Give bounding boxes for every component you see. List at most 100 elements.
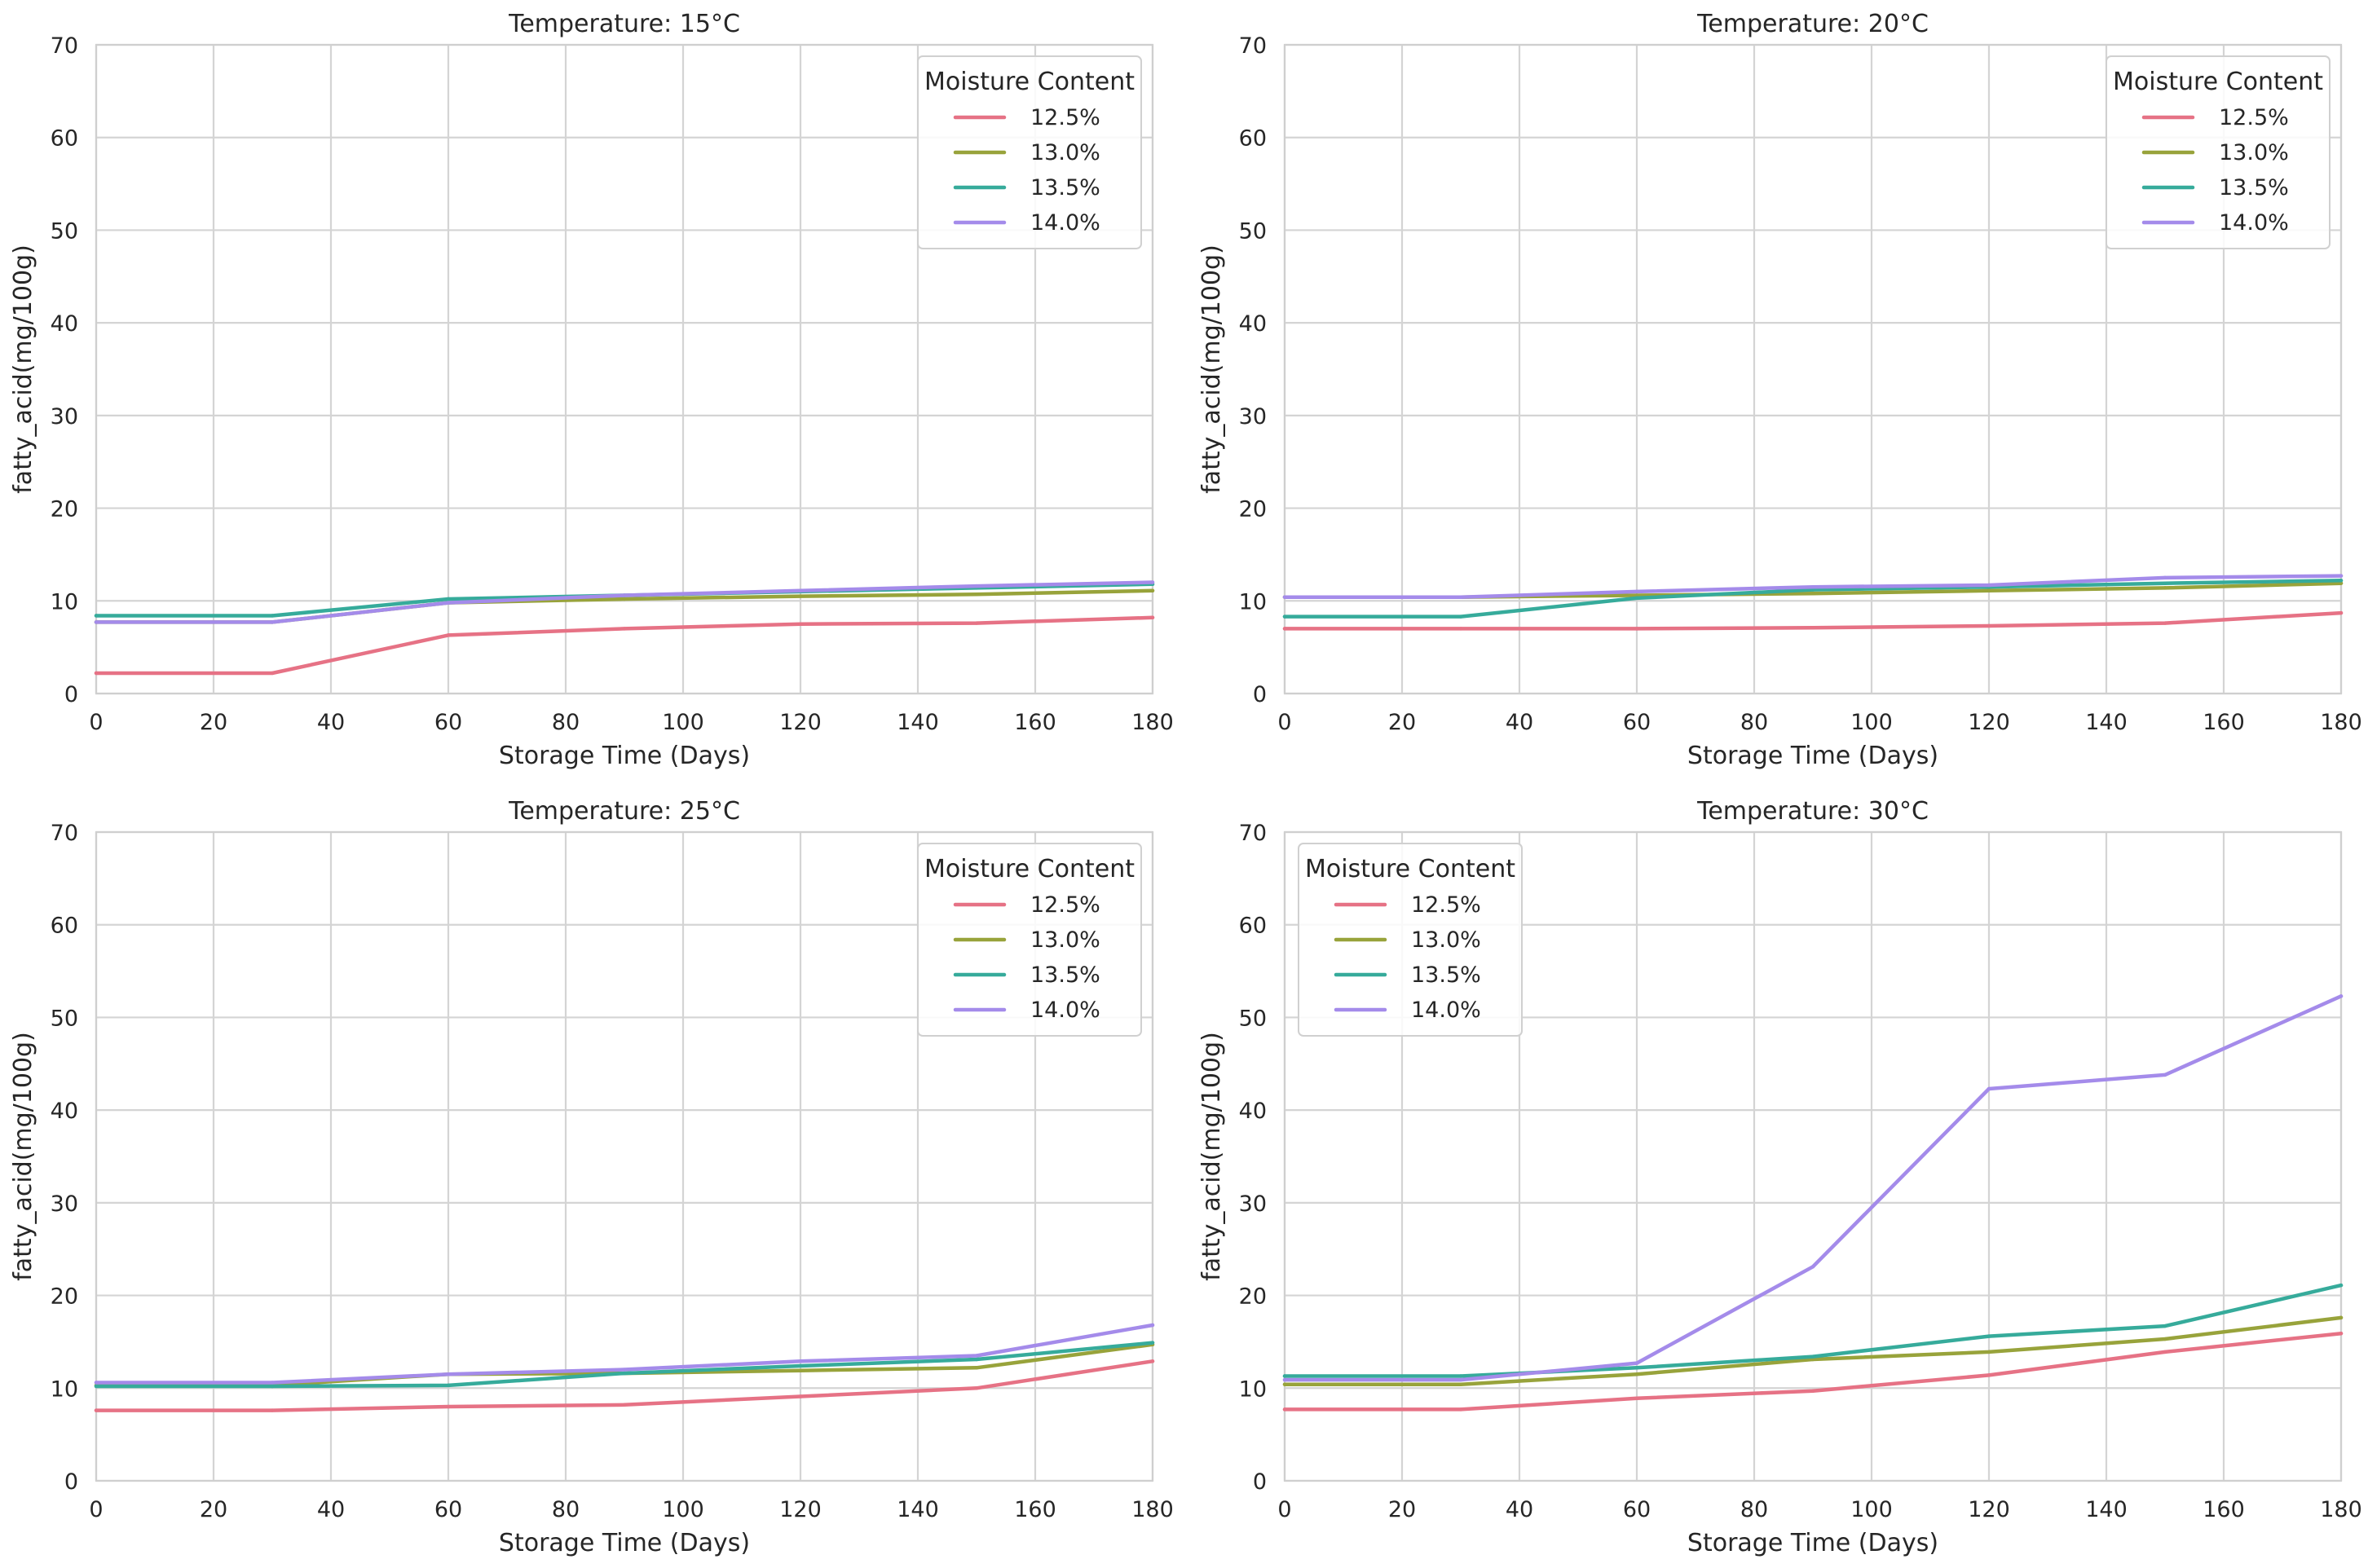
data-point — [622, 627, 627, 631]
legend: Moisture Content 12.5% 13.0% 13.5% 14.0% — [917, 843, 1142, 1037]
x-tick-label: 160 — [2203, 710, 2245, 735]
x-axis-label: Storage Time (Days) — [1687, 1529, 1938, 1557]
data-point — [270, 1384, 275, 1389]
data-point — [974, 1354, 979, 1358]
data-point — [1458, 627, 1463, 631]
y-axis-label: fatty_acid(mg/100g) — [9, 244, 37, 494]
y-tick-label: 60 — [1239, 126, 1267, 152]
data-point — [1458, 1382, 1463, 1386]
legend-entry: 13.5% — [1030, 175, 1100, 200]
chart-panel-2: 0 20 40 60 80 100 120 140 160 180 0 10 20 30 40 50 60 70 T… — [1197, 10, 2362, 770]
x-axis-label: Storage Time (Days) — [499, 1529, 750, 1557]
x-tick-label: 140 — [897, 1497, 939, 1522]
data-point — [1282, 614, 1287, 619]
x-tick-label: 20 — [1388, 710, 1416, 735]
data-point — [94, 620, 99, 624]
data-point — [798, 622, 803, 626]
legend-title: Moisture Content — [924, 68, 1135, 96]
x-tick-label: 0 — [89, 1497, 103, 1522]
plot-frame — [1283, 830, 2343, 1482]
x-tick-label: 60 — [434, 710, 462, 735]
data-point — [1282, 1377, 1287, 1382]
legend-title: Moisture Content — [924, 855, 1135, 883]
legend-box — [917, 55, 1142, 249]
data-point — [270, 620, 275, 624]
data-point — [94, 671, 99, 676]
legend-entry: 13.0% — [1411, 927, 1481, 953]
x-tick-label: 0 — [1277, 710, 1291, 735]
legend-title: Moisture Content — [1305, 855, 1515, 883]
data-point — [1150, 1341, 1155, 1345]
x-tick-label: 80 — [552, 1497, 580, 1522]
data-point — [1634, 1361, 1639, 1365]
data-point — [2163, 1324, 2167, 1328]
data-point — [1634, 1366, 1639, 1370]
x-tick-label: 100 — [1850, 710, 1893, 735]
legend: Moisture Content 12.5% 13.0% 13.5% 14.0% — [1298, 843, 1523, 1037]
y-tick-label: 0 — [1253, 1469, 1267, 1495]
data-point — [1150, 588, 1155, 592]
data-point — [446, 601, 451, 605]
y-tick-label: 10 — [51, 1376, 78, 1402]
y-tick-label: 10 — [51, 589, 78, 614]
data-point — [622, 1403, 627, 1407]
y-tick-label: 50 — [51, 218, 78, 244]
x-tick-label: 120 — [1968, 710, 2010, 735]
y-tick-label: 30 — [51, 1191, 78, 1217]
data-point — [1987, 1334, 1991, 1338]
x-tick-label: 40 — [317, 1497, 345, 1522]
series-line-13.0% — [94, 1342, 1155, 1388]
x-tick-label: 160 — [2203, 1497, 2245, 1522]
y-tick-label: 20 — [51, 497, 78, 522]
y-tick-label: 0 — [1253, 682, 1267, 707]
data-point — [446, 1404, 451, 1409]
legend: Moisture Content 12.5% 13.0% 13.5% 14.0% — [2106, 55, 2331, 249]
data-point — [446, 1372, 451, 1376]
data-point — [798, 1394, 803, 1398]
data-point — [798, 594, 803, 598]
data-point — [1634, 593, 1639, 597]
data-point — [1810, 626, 1815, 630]
x-tick-label: 20 — [200, 710, 227, 735]
x-tick-label: 0 — [1277, 1497, 1291, 1522]
legend-entry: 13.5% — [1030, 962, 1100, 988]
y-tick-label: 60 — [51, 126, 78, 152]
x-tick-label: 120 — [1968, 1497, 2010, 1522]
x-tick-label: 40 — [317, 710, 345, 735]
x-tick-label: 60 — [1623, 1497, 1651, 1522]
legend-box — [1298, 843, 1523, 1037]
legend-entry: 12.5% — [1030, 105, 1100, 130]
data-point — [1810, 588, 1815, 592]
y-tick-label: 50 — [51, 1006, 78, 1031]
y-tick-label: 70 — [51, 33, 78, 59]
data-point — [974, 1357, 979, 1362]
chart-title: Temperature: 20°C — [1696, 10, 1929, 38]
x-tick-label: 180 — [1131, 1497, 1174, 1522]
x-tick-label: 80 — [552, 710, 580, 735]
x-tick-label: 60 — [1623, 710, 1651, 735]
y-tick-label: 70 — [1239, 821, 1267, 846]
data-point — [974, 592, 979, 597]
legend-entry: 12.5% — [1411, 892, 1481, 918]
data-point — [1987, 1350, 1991, 1354]
data-point — [1282, 627, 1287, 631]
data-point — [1150, 615, 1155, 619]
x-tick-label: 20 — [200, 1497, 227, 1522]
x-tick-label: 100 — [662, 1497, 704, 1522]
y-tick-label: 40 — [1239, 1099, 1267, 1124]
data-point — [798, 1359, 803, 1363]
plot-frame — [95, 830, 1154, 1482]
data-point — [2339, 579, 2344, 583]
legend: Moisture Content 12.5% 13.0% 13.5% 14.0% — [917, 55, 1142, 249]
chart-panel-1: 0 20 40 60 80 100 120 140 160 180 0 10 20 30 40 50 60 70 T… — [9, 10, 1174, 770]
data-point — [1458, 595, 1463, 599]
data-point — [622, 593, 627, 597]
data-point — [1282, 595, 1287, 599]
data-point — [270, 614, 275, 618]
x-tick-label: 80 — [1740, 1497, 1768, 1522]
y-axis-label: fatty_acid(mg/100g) — [1197, 244, 1226, 494]
data-point — [94, 1408, 99, 1412]
data-point — [2339, 1331, 2344, 1336]
data-point — [974, 1386, 979, 1390]
